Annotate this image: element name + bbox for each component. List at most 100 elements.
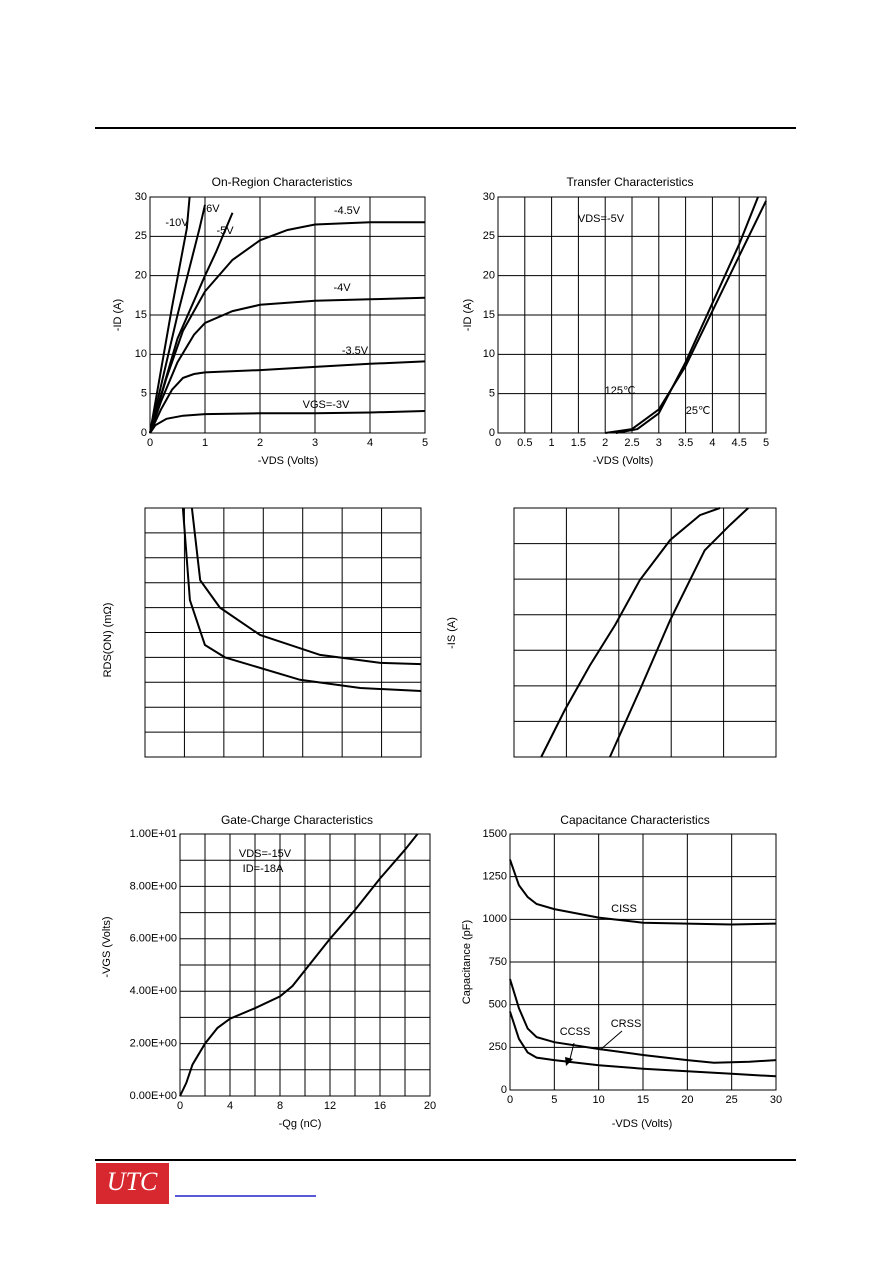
x-tick-label: 3.5 — [678, 437, 693, 449]
y-tick-label: 25 — [135, 230, 147, 242]
y-tick-label: 1000 — [483, 913, 507, 925]
x-tick-label: 2 — [602, 437, 608, 449]
x-tick-label: 25 — [726, 1094, 738, 1106]
y-tick-label: 0 — [141, 427, 147, 439]
y-tick-label: 0 — [501, 1084, 507, 1096]
y-tick-label: 30 — [483, 191, 495, 203]
series-label: -5V — [216, 225, 234, 237]
series-label: -4V — [333, 282, 351, 294]
y-tick-label: 4.00E+00 — [130, 985, 177, 997]
y-tick-label: 15 — [483, 309, 495, 321]
y-tick-label: 6.00E+00 — [130, 933, 177, 945]
pointer — [599, 1030, 623, 1051]
curve — [509, 859, 777, 926]
x-axis-label: -VDS (Volts) — [258, 455, 319, 467]
chart-title: Gate-Charge Characteristics — [221, 813, 373, 827]
x-tick-label: 1 — [549, 437, 555, 449]
series-label: -10V — [165, 217, 189, 229]
y-axis-label: -ID (A) — [112, 299, 124, 331]
y-axis-label: -IS (A) — [446, 617, 458, 649]
y-tick-label: 20 — [135, 270, 147, 282]
arrow-head — [565, 1057, 573, 1066]
y-tick-label: 1.00E+01 — [130, 828, 177, 840]
y-axis-label: -ID (A) — [462, 299, 474, 331]
annotation: VDS=-15V — [239, 848, 292, 860]
annotation: ID=-18A — [243, 863, 284, 875]
x-tick-label: 0 — [177, 1100, 183, 1112]
series-label: 125℃ — [605, 385, 636, 397]
curve — [149, 212, 234, 434]
y-tick-label: 10 — [135, 348, 147, 360]
x-tick-label: 4.5 — [732, 437, 747, 449]
curve — [179, 833, 419, 1097]
curve — [608, 507, 749, 758]
x-axis-label: -VDS (Volts) — [593, 455, 654, 467]
chart-title: Capacitance Characteristics — [560, 813, 709, 827]
y-tick-label: 2.00E+00 — [130, 1038, 177, 1050]
curve — [190, 507, 422, 666]
curve — [149, 196, 191, 434]
logo-box — [96, 1163, 169, 1204]
x-tick-label: 2 — [257, 437, 263, 449]
curve — [509, 978, 777, 1064]
x-tick-label: 5 — [422, 437, 428, 449]
x-tick-label: 30 — [770, 1094, 782, 1106]
x-tick-label: 1.5 — [571, 437, 586, 449]
series-label: CCSS — [560, 1026, 591, 1038]
x-tick-label: 5 — [551, 1094, 557, 1106]
x-tick-label: 4 — [709, 437, 715, 449]
y-tick-label: 5 — [141, 388, 147, 400]
y-axis-label: -VGS (Volts) — [101, 916, 113, 977]
series-label: -4.5V — [334, 205, 361, 217]
series-label: VGS=-3V — [303, 399, 350, 411]
x-tick-label: 15 — [637, 1094, 649, 1106]
y-tick-label: 30 — [135, 191, 147, 203]
y-tick-label: 500 — [489, 999, 507, 1011]
y-tick-label: 10 — [483, 348, 495, 360]
series-label: CRSS — [611, 1018, 642, 1030]
y-tick-label: 5 — [489, 388, 495, 400]
x-tick-label: 0 — [507, 1094, 513, 1106]
y-axis-label: RDS(ON) (mΩ) — [102, 603, 114, 678]
series-label: -6V — [202, 203, 220, 215]
x-tick-label: 8 — [277, 1100, 283, 1112]
y-tick-label: 8.00E+00 — [130, 880, 177, 892]
curve — [615, 196, 759, 434]
y-tick-label: 250 — [489, 1041, 507, 1053]
series-label: CISS — [611, 903, 637, 915]
y-tick-label: 15 — [135, 309, 147, 321]
curve — [149, 360, 426, 434]
plot-frame — [513, 507, 777, 758]
x-tick-label: 20 — [424, 1100, 436, 1112]
curve — [540, 507, 721, 758]
x-tick-label: 16 — [374, 1100, 386, 1112]
curve — [181, 507, 422, 692]
chart-title: Transfer Characteristics — [567, 175, 694, 189]
chart-title: On-Region Characteristics — [212, 175, 353, 189]
x-axis-label: -VDS (Volts) — [612, 1118, 673, 1130]
series-label: 25℃ — [686, 405, 711, 417]
curve — [149, 204, 206, 434]
x-tick-label: 1 — [202, 437, 208, 449]
curve — [149, 410, 426, 434]
y-tick-label: 1500 — [483, 828, 507, 840]
x-tick-label: 5 — [763, 437, 769, 449]
x-tick-label: 0 — [147, 437, 153, 449]
curve — [149, 296, 426, 434]
x-tick-label: 2.5 — [624, 437, 639, 449]
y-tick-label: 750 — [489, 956, 507, 968]
x-tick-label: 3 — [656, 437, 662, 449]
logo: UTC — [107, 1167, 158, 1196]
x-axis-label: -Qg (nC) — [279, 1118, 322, 1130]
annotation: VDS=-5V — [578, 213, 625, 225]
y-tick-label: 20 — [483, 270, 495, 282]
y-axis-label: Capacitance (pF) — [461, 920, 473, 1004]
y-tick-label: 0 — [489, 427, 495, 439]
x-tick-label: 4 — [367, 437, 373, 449]
x-tick-label: 12 — [324, 1100, 336, 1112]
x-tick-label: 10 — [593, 1094, 605, 1106]
x-tick-label: 0 — [495, 437, 501, 449]
x-tick-label: 4 — [227, 1100, 233, 1112]
y-tick-label: 25 — [483, 230, 495, 242]
